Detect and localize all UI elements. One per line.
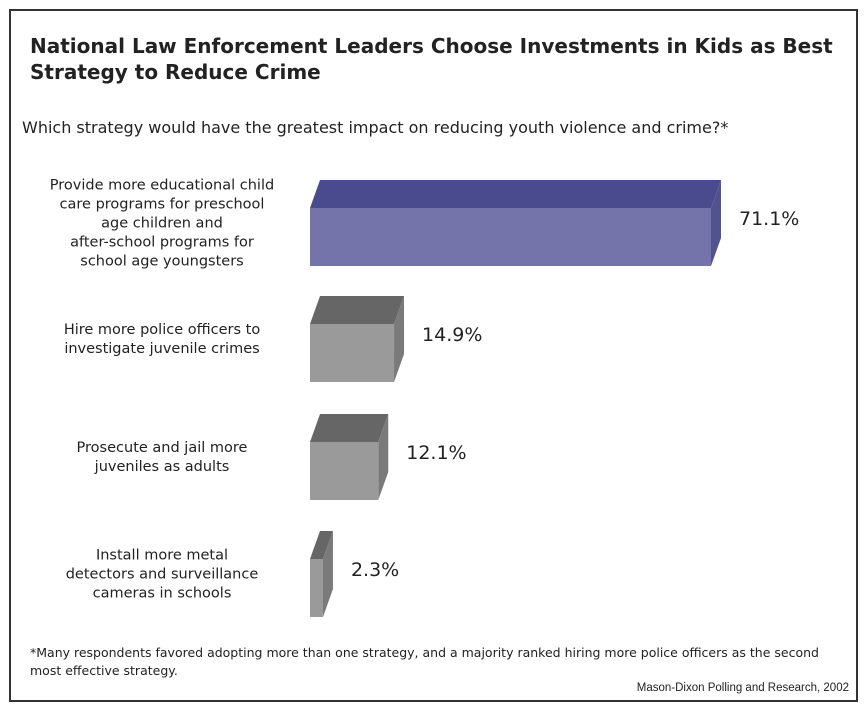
bar-top-face (310, 414, 389, 442)
source-credit: Mason-Dixon Polling and Research, 2002 (636, 682, 849, 694)
footnote: *Many respondents favored adopting more … (30, 645, 819, 678)
survey-question: Which strategy would have the greatest i… (22, 118, 729, 137)
category-label: Hire more police officers to investigate … (64, 322, 261, 357)
bar-top-face (310, 180, 722, 208)
bar-side-face (322, 531, 333, 617)
bar-chart: 71.1% Provide more educational child care … (50, 178, 799, 617)
bar-3 (310, 414, 389, 500)
bar-front-face (310, 442, 379, 500)
bar-top-face (310, 296, 405, 324)
bar-front-face (310, 208, 712, 266)
bar-side-face (711, 180, 722, 266)
category-label: Install more metal detectors and surveill… (66, 548, 259, 602)
category-label: Prosecute and jail more juveniles as adul… (77, 440, 248, 475)
bar-2 (310, 296, 405, 382)
chart-frame (9, 9, 858, 702)
bar-1 (310, 180, 722, 266)
bar-front-face (310, 559, 323, 617)
category-label: Provide more educational child care progr… (50, 178, 274, 270)
bar-side-face (378, 414, 389, 500)
value-label: 71.1% (739, 208, 799, 230)
bar-front-face (310, 324, 395, 382)
bar-top-face (310, 531, 333, 559)
value-label: 2.3% (351, 559, 399, 581)
value-label: 14.9% (422, 324, 482, 346)
bar-side-face (394, 296, 405, 382)
bar-4 (310, 531, 333, 617)
chart-title: National Law Enforcement Leaders Choose … (30, 34, 833, 84)
value-label: 12.1% (406, 442, 466, 464)
